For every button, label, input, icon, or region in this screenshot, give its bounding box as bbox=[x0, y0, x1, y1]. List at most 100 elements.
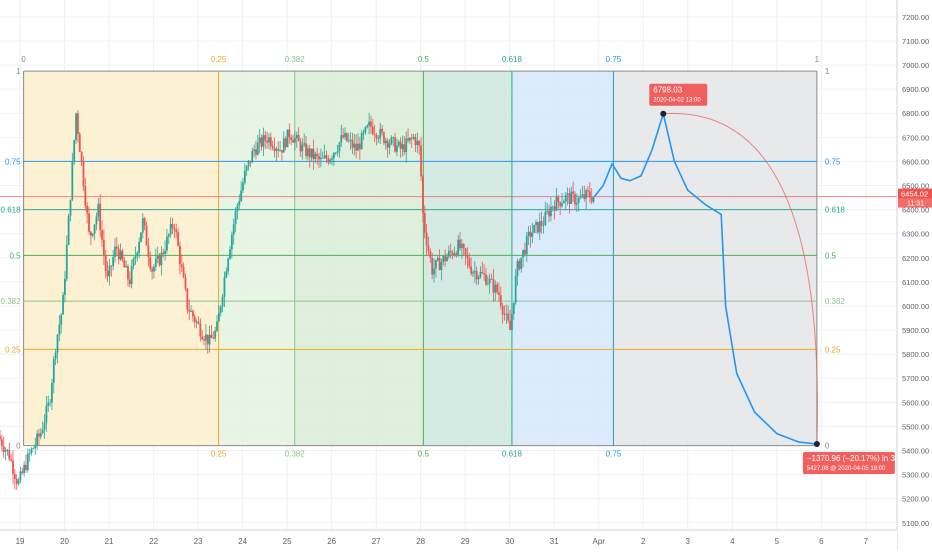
fib-zone-label-top: 1 bbox=[815, 55, 820, 64]
candle-body bbox=[423, 213, 426, 233]
candle-body bbox=[525, 235, 528, 255]
candle-body bbox=[230, 234, 233, 250]
x-axis-bg bbox=[0, 530, 897, 550]
candle-body bbox=[41, 429, 44, 434]
candle-body bbox=[47, 402, 50, 406]
candle-body bbox=[295, 134, 298, 139]
candle-body bbox=[167, 234, 170, 237]
candle-body bbox=[138, 241, 141, 253]
fib-zone-fill bbox=[613, 71, 817, 446]
candle-body bbox=[477, 276, 480, 280]
candle-body bbox=[546, 211, 549, 213]
candle-body bbox=[242, 182, 244, 191]
candle-body bbox=[269, 137, 272, 147]
fib-price-label-right: 1 bbox=[825, 67, 830, 76]
candle-body bbox=[4, 450, 7, 452]
candle-body bbox=[101, 230, 103, 240]
candle-body bbox=[21, 471, 24, 473]
fib-zone-label-bottom: 0.5 bbox=[418, 450, 430, 459]
candle-body bbox=[234, 211, 237, 225]
candle-body bbox=[216, 321, 218, 331]
candle-body bbox=[62, 294, 64, 315]
candle-body bbox=[336, 151, 339, 153]
x-tick-label: 29 bbox=[461, 537, 470, 546]
candle-body bbox=[243, 170, 246, 183]
candle-body bbox=[473, 271, 476, 273]
candle-body bbox=[195, 321, 198, 323]
x-tick-label: 26 bbox=[327, 537, 336, 546]
x-tick-label: 30 bbox=[505, 537, 514, 546]
candle-body bbox=[574, 193, 576, 205]
fib-price-label-left: 0.5 bbox=[9, 251, 21, 260]
candle-body bbox=[52, 358, 55, 384]
candle-body bbox=[457, 239, 460, 255]
candle-body bbox=[217, 312, 220, 322]
candle-body bbox=[108, 265, 111, 277]
x-axis: 19 20 21 22 23 24 25 26 27 28 29 30 31 Apr 2 3 4 5 6 7 bbox=[0, 529, 897, 550]
x-tick-label: 22 bbox=[149, 537, 158, 546]
candle-body bbox=[64, 278, 66, 295]
fib-zone-fill bbox=[294, 71, 424, 446]
candle-body bbox=[561, 203, 563, 207]
candle-body bbox=[440, 261, 443, 271]
candle-body bbox=[30, 448, 33, 454]
y-tick-label: 7200.00 bbox=[902, 13, 929, 22]
candle-body bbox=[572, 191, 575, 194]
candle-body bbox=[511, 313, 513, 330]
candle-body bbox=[301, 144, 304, 152]
candle-body bbox=[340, 135, 343, 143]
candle-body bbox=[147, 245, 150, 258]
candle-body bbox=[355, 143, 358, 151]
candle-body bbox=[199, 323, 202, 337]
candle-body bbox=[104, 255, 107, 272]
candle-body bbox=[375, 134, 378, 139]
candle-body bbox=[455, 253, 458, 255]
y-tick-label: 5400.00 bbox=[902, 447, 929, 456]
candle-body bbox=[149, 257, 152, 269]
candle-body bbox=[529, 231, 532, 237]
candle-body bbox=[130, 265, 133, 285]
candle-body bbox=[494, 284, 497, 293]
fib-zone-label-top: 0 bbox=[21, 55, 26, 64]
candle-body bbox=[271, 146, 274, 148]
candle-body bbox=[384, 140, 387, 144]
candle-body bbox=[206, 334, 209, 345]
y-tick-label: 5300.00 bbox=[902, 471, 929, 480]
candle-body bbox=[182, 267, 185, 278]
candle-body bbox=[292, 139, 294, 143]
fib-zone-label-bottom: 0.75 bbox=[606, 450, 622, 459]
candle-body bbox=[262, 135, 265, 147]
candle-body bbox=[286, 129, 289, 148]
candle-body bbox=[444, 256, 447, 262]
candle-body bbox=[0, 439, 3, 447]
candle-body bbox=[169, 223, 172, 235]
candle-body bbox=[360, 133, 363, 150]
candle-body bbox=[468, 258, 471, 267]
candle-body bbox=[75, 113, 77, 141]
candle-body bbox=[258, 137, 261, 144]
candle-body bbox=[95, 216, 98, 225]
candle-body bbox=[553, 206, 556, 211]
candle-body bbox=[188, 309, 191, 312]
x-tick-label: 28 bbox=[416, 537, 425, 546]
candle-body bbox=[366, 125, 369, 128]
candle-body bbox=[15, 478, 18, 484]
fib-zone-label-bottom: 0.25 bbox=[211, 450, 227, 459]
candle-body bbox=[93, 224, 96, 234]
candle-body bbox=[562, 201, 565, 204]
candle-body bbox=[78, 133, 81, 152]
candle-body bbox=[251, 151, 254, 163]
candle-body bbox=[483, 273, 486, 275]
candle-body bbox=[232, 224, 235, 235]
y-tick-label: 5700.00 bbox=[902, 374, 929, 383]
candle-body bbox=[418, 140, 421, 146]
candle-body bbox=[434, 260, 437, 269]
y-tick-label: 6600.00 bbox=[902, 157, 929, 166]
x-tick-label: 27 bbox=[372, 537, 381, 546]
candle-body bbox=[253, 149, 256, 152]
candle-body bbox=[71, 161, 74, 200]
candle-body bbox=[405, 138, 408, 153]
candle-body bbox=[80, 151, 83, 162]
candle-body bbox=[331, 158, 333, 160]
